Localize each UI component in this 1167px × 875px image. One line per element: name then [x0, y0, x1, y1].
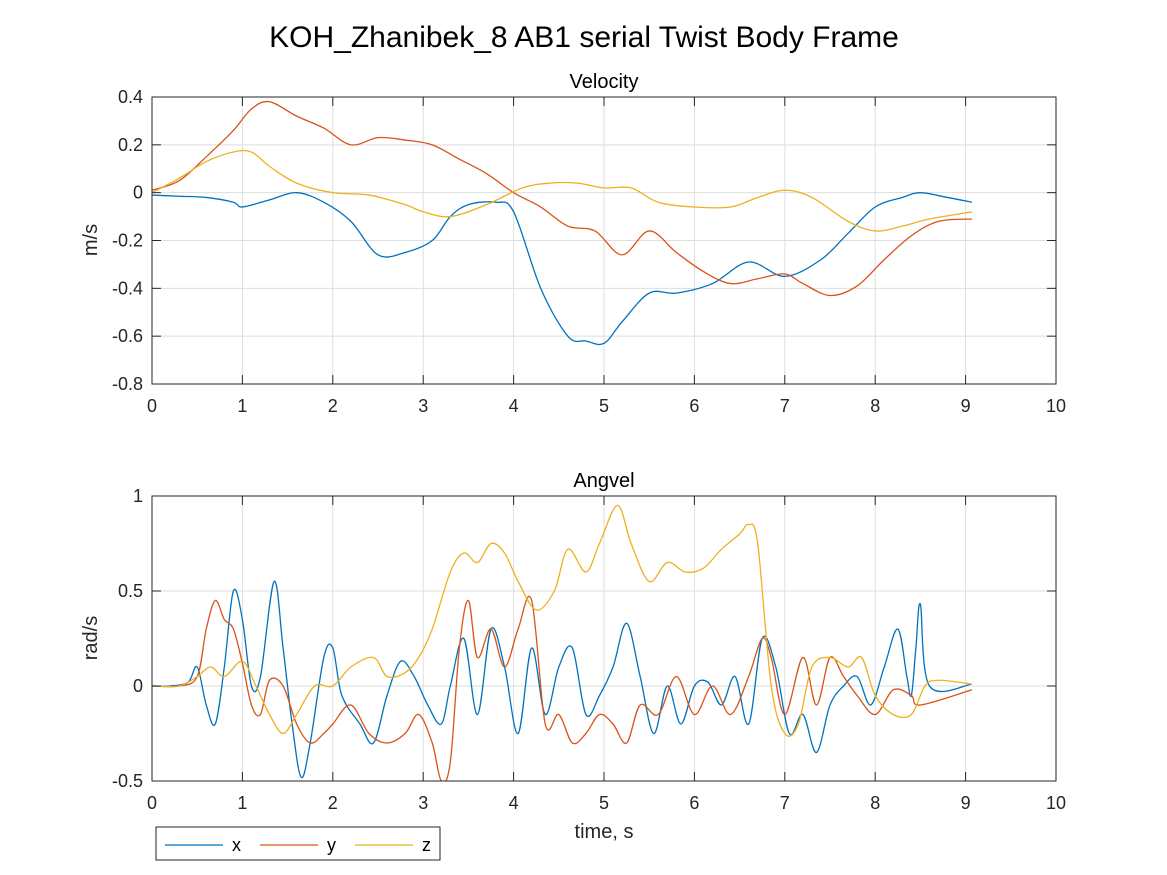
velocity-y-tick-label: -0.4 [112, 278, 143, 298]
velocity-ylabel: m/s [80, 224, 102, 256]
angvel-ylabel: rad/s [80, 616, 102, 660]
angvel-x-tick-label: 4 [509, 793, 519, 813]
velocity-y-tick-label: 0.4 [118, 87, 143, 107]
angvel-x-tick-label: 8 [870, 793, 880, 813]
angvel-y-tick-label: 0 [133, 676, 143, 696]
velocity-x-tick-label: 3 [418, 396, 428, 416]
angvel-series-y-line [152, 596, 973, 781]
angvel-title: Angvel [573, 470, 634, 492]
angvel-x-tick-label: 2 [328, 793, 338, 813]
angvel-x-tick-label: 5 [599, 793, 609, 813]
velocity-x-tick-label: 7 [780, 396, 790, 416]
angvel-series-x-line [152, 580, 973, 779]
velocity-series-x-line [152, 192, 973, 346]
velocity-x-tick-label: 5 [599, 396, 609, 416]
velocity-x-tick-label: 9 [961, 396, 971, 416]
velocity-series-y-line [152, 100, 972, 297]
angvel-series-z-line [152, 504, 973, 737]
velocity-x-tick-label: 8 [870, 396, 880, 416]
angvel-x-tick-label: 6 [689, 793, 699, 813]
angvel-y-tick-label: 0.5 [118, 581, 143, 601]
velocity-x-tick-label: 10 [1046, 396, 1066, 416]
velocity-x-tick-label: 1 [237, 396, 247, 416]
angvel-x-tick-label: 9 [961, 793, 971, 813]
velocity-x-tick-label: 6 [689, 396, 699, 416]
angvel-x-tick-label: 7 [780, 793, 790, 813]
velocity-axes: Velocity m/s 0 1 2 3 4 5 6 7 8 9 10 -0.8 -0.6 -0.4 -0.… [80, 71, 1066, 416]
velocity-y-tick-label: 0 [133, 183, 143, 203]
legend-box [155, 826, 441, 861]
velocity-x-tick-label: 2 [328, 396, 338, 416]
angvel-x-tick-label: 0 [147, 793, 157, 813]
figure-title: KOH_Zhanibek_8 AB1 serial Twist Body Fra… [269, 21, 899, 54]
velocity-y-tick-label: -0.8 [112, 374, 143, 394]
angvel-x-tick-label: 10 [1046, 793, 1066, 813]
velocity-x-tick-label: 0 [147, 396, 157, 416]
velocity-x-tick-label: 4 [509, 396, 519, 416]
angvel-y-tick-label: -0.5 [112, 771, 143, 791]
angvel-y-tick-label: 1 [133, 486, 143, 506]
angvel-axes: Angvel rad/s time, s 0 1 2 3 4 5 6 7 8 9 10-0.500.… [80, 470, 1066, 843]
velocity-title: Velocity [570, 71, 639, 93]
angvel-xlabel: time, s [575, 821, 634, 843]
legend-label-y: y [327, 835, 336, 855]
angvel-x-tick-label: 1 [237, 793, 247, 813]
velocity-y-tick-label: -0.2 [112, 231, 143, 251]
legend: x y z [155, 826, 441, 861]
velocity-y-tick-label: 0.2 [118, 135, 143, 155]
angvel-x-tick-label: 3 [418, 793, 428, 813]
legend-label-z: z [422, 835, 431, 855]
velocity-series-z-line [152, 149, 973, 232]
legend-label-x: x [232, 835, 241, 855]
velocity-y-tick-label: -0.6 [112, 326, 143, 346]
